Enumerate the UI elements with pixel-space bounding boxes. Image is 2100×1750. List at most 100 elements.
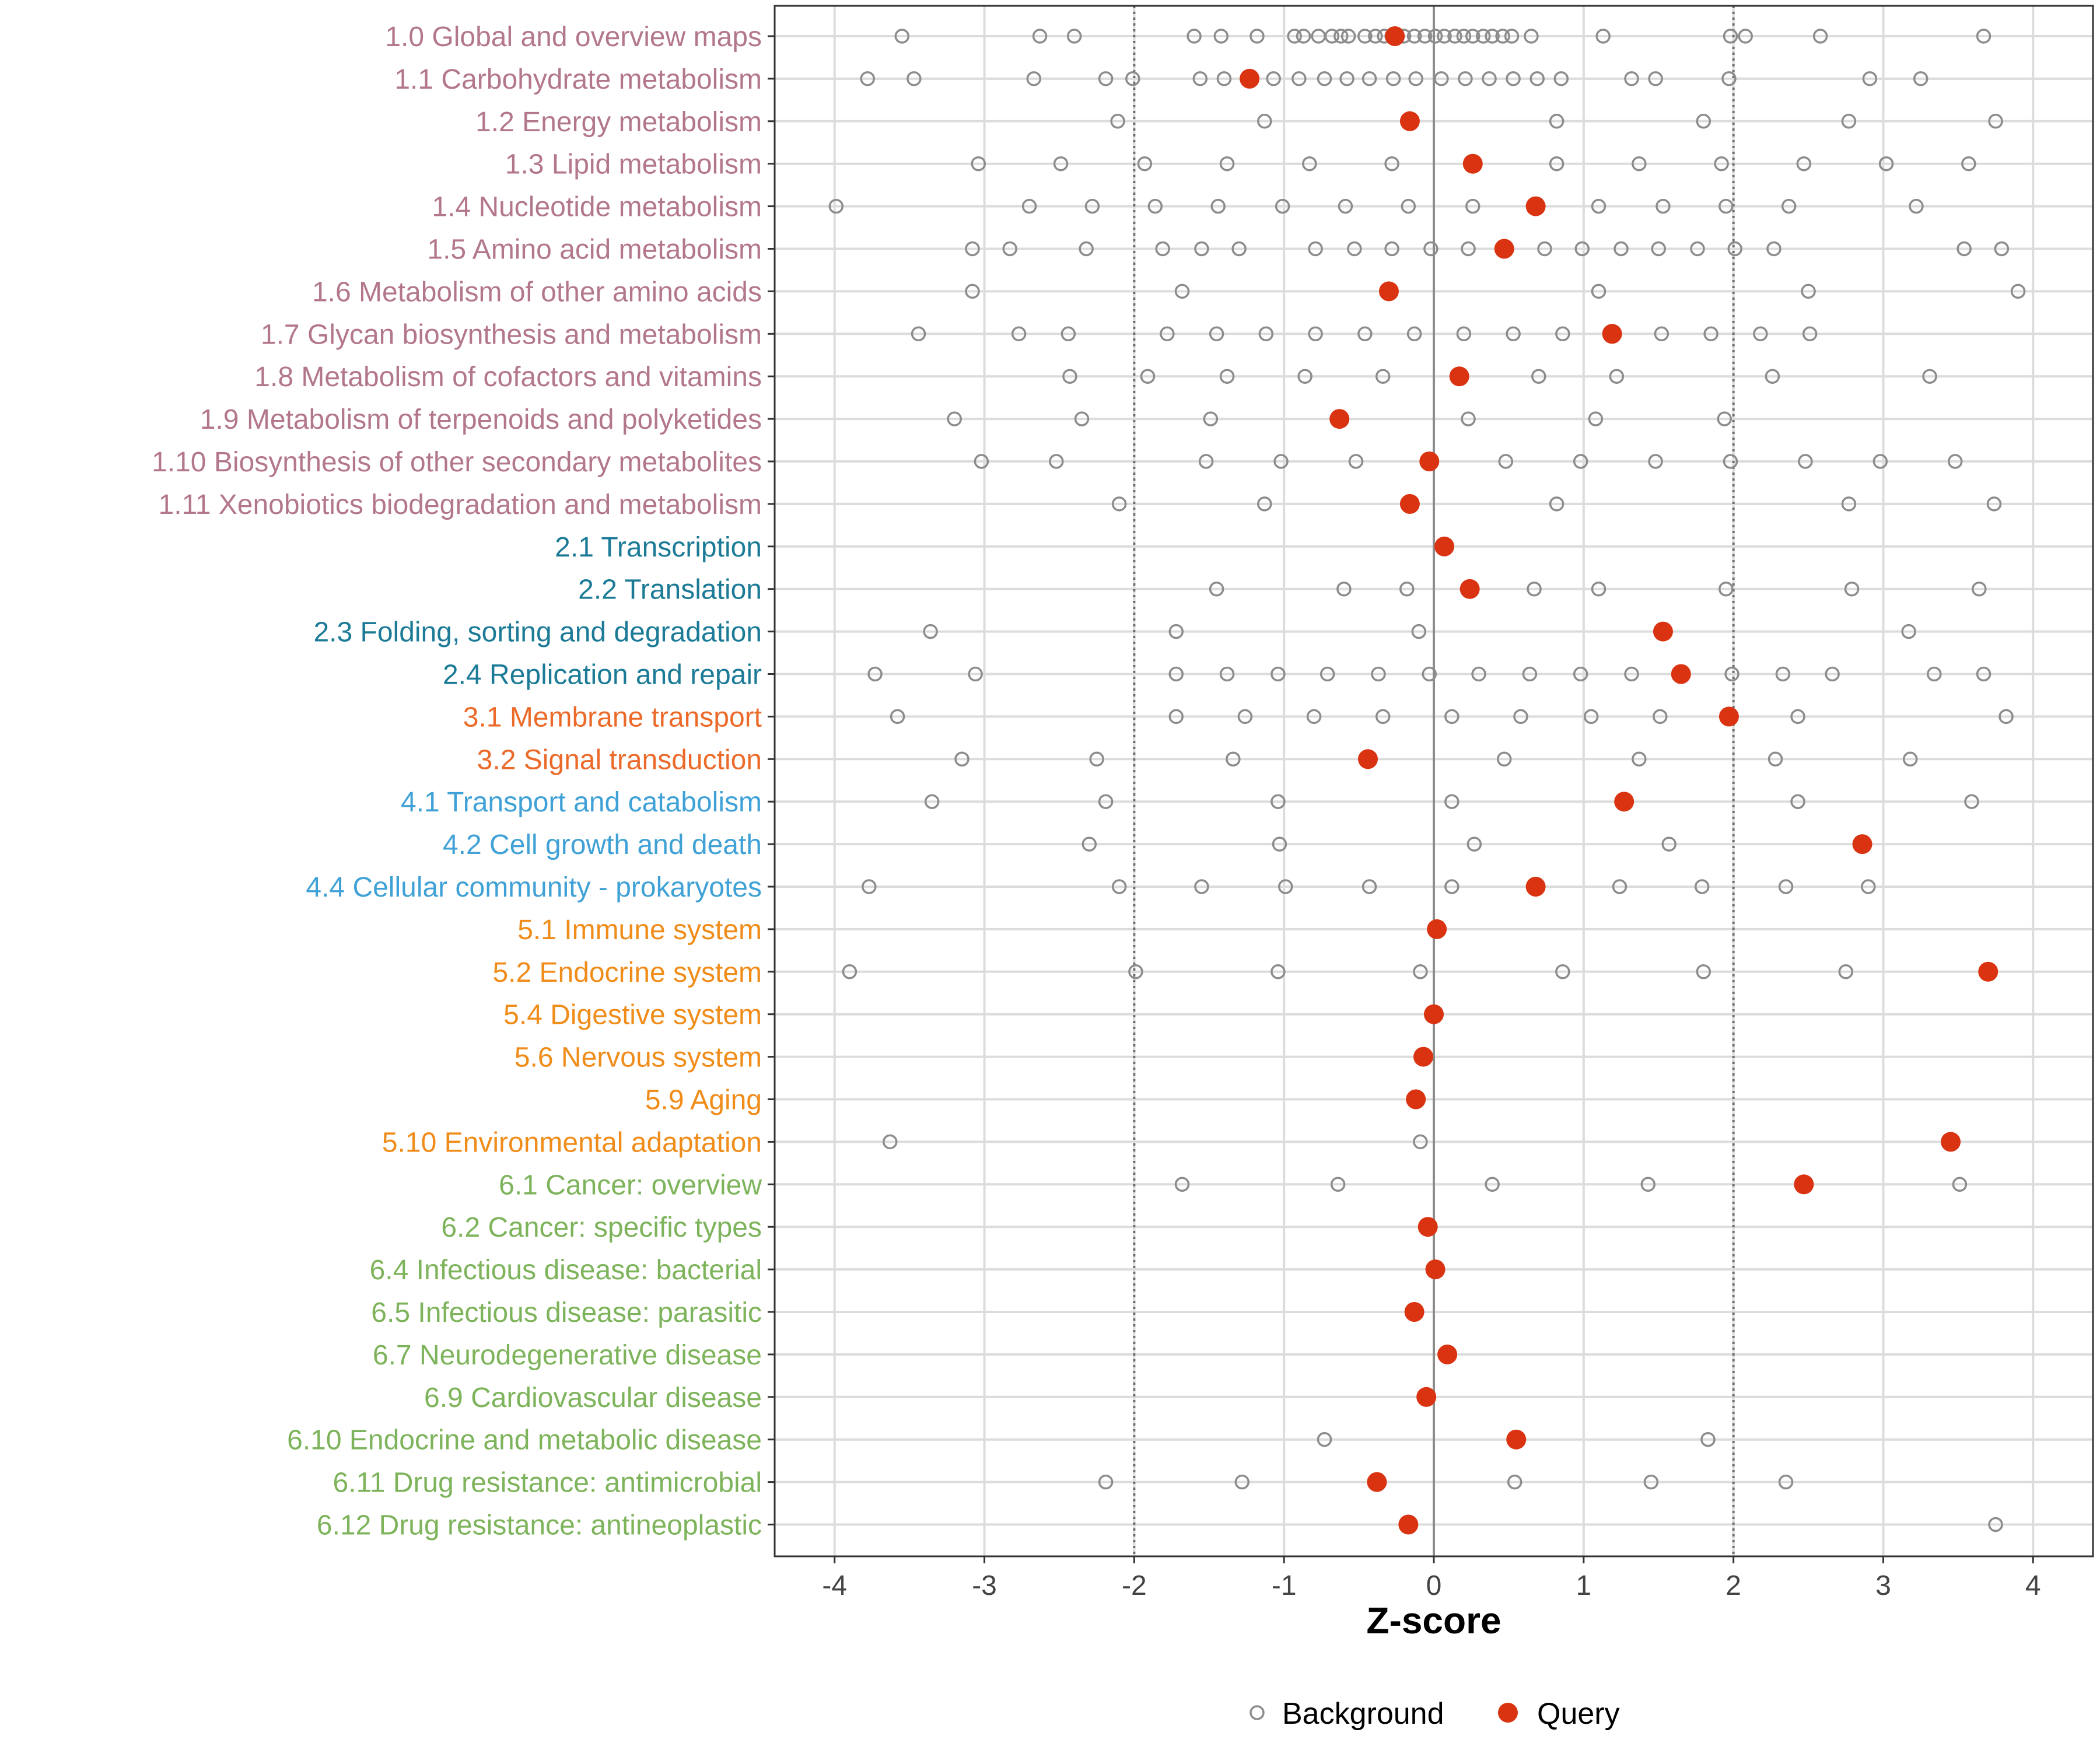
background-point: [971, 156, 986, 172]
background-point: [1465, 29, 1480, 44]
background-point: [1591, 581, 1606, 597]
background-point: [1724, 666, 1740, 682]
background-point: [1308, 326, 1323, 342]
background-point: [1270, 964, 1286, 979]
background-point: [1471, 666, 1486, 682]
query-point: [1358, 749, 1378, 769]
y-tick-label: 3.2 Signal transduction: [477, 744, 762, 775]
background-point: [1643, 1474, 1659, 1490]
background-point: [1573, 666, 1588, 682]
background-point: [1632, 751, 1647, 767]
query-point: [1385, 26, 1405, 46]
background-point: [1976, 666, 1992, 682]
query-point: [1329, 409, 1350, 429]
background-point: [1219, 156, 1235, 172]
background-point: [1357, 29, 1373, 44]
query-point: [1424, 1004, 1444, 1024]
background-point: [1718, 581, 1734, 597]
x-axis-title: Z-score: [1366, 1600, 1501, 1642]
background-point: [1524, 29, 1539, 44]
background-point: [1717, 411, 1732, 426]
query-point: [1525, 196, 1546, 216]
query-point: [1378, 281, 1399, 302]
background-point: [1496, 751, 1512, 767]
y-tick-label: 1.4 Nucleotide metabolism: [432, 192, 762, 223]
background-point: [1084, 198, 1100, 214]
background-point: [1434, 71, 1449, 86]
background-point: [1066, 29, 1082, 44]
background-point: [1862, 71, 1878, 86]
background-point: [1437, 29, 1452, 44]
background-point: [1427, 29, 1443, 44]
y-tick-label: 5.6 Nervous system: [514, 1042, 762, 1073]
background-point: [1231, 241, 1247, 257]
background-point: [1270, 794, 1286, 809]
background-point: [965, 284, 980, 299]
background-point: [1609, 369, 1625, 384]
background-point: [1723, 29, 1738, 44]
background-point: [1340, 29, 1356, 44]
legend-query-label: Query: [1537, 1697, 1620, 1731]
query-point: [1506, 1429, 1527, 1450]
background-point: [1632, 156, 1647, 172]
background-point: [1574, 241, 1590, 257]
background-point: [1753, 326, 1768, 342]
background-point: [1444, 879, 1460, 894]
background-point: [1413, 1134, 1428, 1150]
query-point: [1462, 153, 1483, 174]
query-point: [1978, 961, 1999, 982]
query-point: [1399, 494, 1420, 514]
background-point: [1098, 71, 1114, 86]
background-point: [1413, 964, 1428, 979]
background-point: [1198, 454, 1214, 469]
query-point: [1671, 664, 1691, 684]
background-point: [1522, 666, 1538, 682]
y-tick-label: 2.4 Replication and repair: [443, 660, 762, 691]
background-point: [1913, 71, 1929, 86]
background-point: [1079, 241, 1094, 257]
background-point: [1961, 156, 1976, 172]
y-tick-label: 1.3 Lipid metabolism: [505, 149, 762, 180]
background-point: [1909, 198, 1924, 214]
background-point: [1302, 156, 1317, 172]
y-axis-labels: 1.0 Global and overview maps 1.1 Carbohyd…: [152, 22, 775, 1541]
y-tick-label: 1.11 Xenobiotics biodegradation and meta…: [159, 489, 762, 520]
background-point: [1219, 666, 1235, 682]
background-point: [1384, 156, 1399, 172]
background-point: [1362, 71, 1377, 86]
background-point: [1972, 581, 1987, 597]
background-point: [1155, 241, 1170, 257]
background-point: [1417, 29, 1433, 44]
query-point: [1614, 792, 1634, 812]
background-point: [1768, 751, 1783, 767]
y-tick-label: 6.10 Endocrine and metabolic disease: [287, 1425, 762, 1456]
query-point: [1419, 452, 1440, 471]
background-point: [1498, 454, 1514, 469]
background-point: [1317, 1432, 1332, 1447]
background-point: [1371, 666, 1386, 682]
background-point: [1999, 709, 2014, 724]
background-point: [1696, 964, 1712, 979]
query-point: [1240, 68, 1260, 89]
background-point: [1778, 879, 1794, 894]
background-point: [1317, 71, 1332, 86]
background-point: [1624, 666, 1639, 682]
background-point: [968, 666, 983, 682]
background-point: [867, 666, 883, 682]
background-point: [1738, 29, 1753, 44]
background-point: [1330, 1177, 1346, 1192]
background-point: [1053, 156, 1069, 172]
background-point: [1032, 29, 1048, 44]
background-point: [1537, 241, 1552, 257]
background-point: [1168, 666, 1184, 682]
background-point: [1718, 198, 1734, 214]
background-point: [860, 71, 875, 86]
y-tick-label: 4.4 Cellular community - prokaryotes: [306, 872, 762, 903]
y-tick-label: 1.10 Biosynthesis of other secondary met…: [152, 447, 762, 478]
background-point: [1292, 71, 1307, 86]
background-point: [1128, 964, 1143, 979]
y-tick-label: 4.1 Transport and catabolism: [401, 787, 762, 818]
background-point: [1506, 326, 1521, 342]
query-point: [1602, 324, 1622, 344]
legend: Background Query: [1250, 1697, 1620, 1731]
